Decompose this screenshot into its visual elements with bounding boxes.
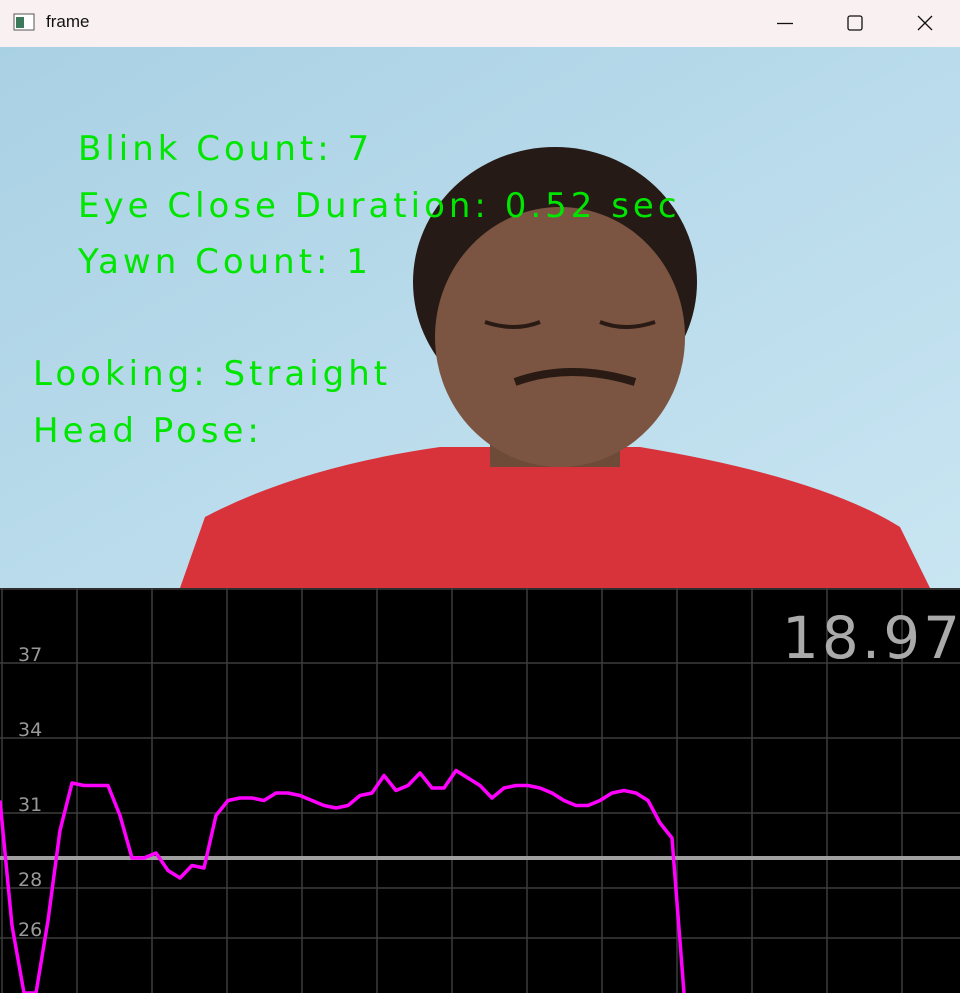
overlay-text: Eye Close Duration: 0.52 sec xyxy=(78,186,681,226)
y-tick-label: 34 xyxy=(18,719,42,741)
y-tick-label: 26 xyxy=(18,919,42,941)
close-button[interactable] xyxy=(917,15,933,31)
y-tick-label: 37 xyxy=(18,644,42,666)
overlay-text: Head Pose: xyxy=(33,411,263,451)
mustache xyxy=(513,368,637,386)
shirt xyxy=(180,447,930,588)
eyes xyxy=(484,320,656,329)
overlay-text: Yawn Count: 1 xyxy=(77,242,372,282)
overlay-text: Blink Count: 7 xyxy=(78,129,373,169)
vertical-grid xyxy=(0,588,960,993)
y-tick-label: 28 xyxy=(18,869,42,891)
face xyxy=(435,207,685,467)
y-tick-label: 31 xyxy=(18,794,42,816)
readout: 18.97 xyxy=(782,604,960,672)
overlay-text: Looking: Straight xyxy=(33,354,391,394)
camera-frame: Blink Count: 7 Eye Close Duration: 0.52 … xyxy=(0,47,960,588)
window-title: frame xyxy=(46,12,90,31)
data-line xyxy=(0,768,686,993)
chart: 18.97 37 34 31 28 26 xyxy=(0,588,960,993)
window-controls xyxy=(777,15,933,31)
app-icon xyxy=(13,13,35,31)
title-bar: frame xyxy=(0,0,960,47)
maximize-button[interactable] xyxy=(847,15,863,31)
chart-background xyxy=(0,588,960,993)
